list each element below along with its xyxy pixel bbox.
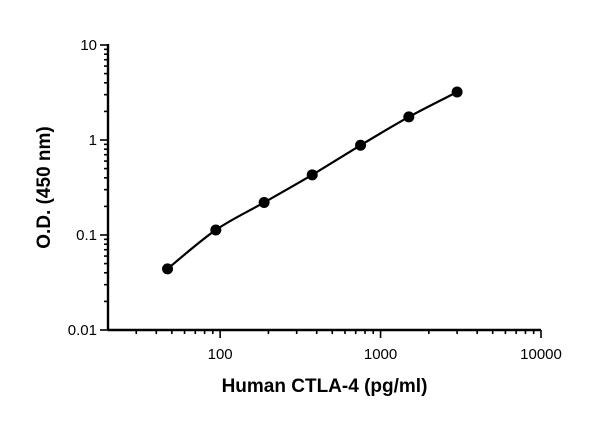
- data-point: [258, 196, 270, 208]
- x-tick-label: 10000: [520, 346, 562, 363]
- data-point: [306, 169, 318, 181]
- y-tick-label: 0.01: [68, 322, 97, 339]
- x-tick-label: 100: [208, 346, 233, 363]
- data-point: [451, 86, 463, 98]
- axes: [106, 44, 541, 332]
- x-tick-label: 1000: [364, 346, 397, 363]
- y-tick-label: 0.1: [76, 227, 97, 244]
- y-tick-label: 10: [80, 37, 97, 54]
- x-axis-title: Human CTLA-4 (pg/ml): [222, 376, 428, 397]
- y-tick-label: 1: [89, 132, 97, 149]
- data-point: [162, 263, 174, 275]
- data-point: [403, 111, 415, 123]
- data-points: [162, 86, 463, 275]
- data-point: [210, 224, 222, 236]
- y-axis-title: O.D. (450 nm): [34, 126, 55, 248]
- ticks: [100, 44, 542, 338]
- data-point: [355, 139, 367, 151]
- tick-labels: 0.01 0.1 1 10 100 1000 10000: [68, 37, 562, 363]
